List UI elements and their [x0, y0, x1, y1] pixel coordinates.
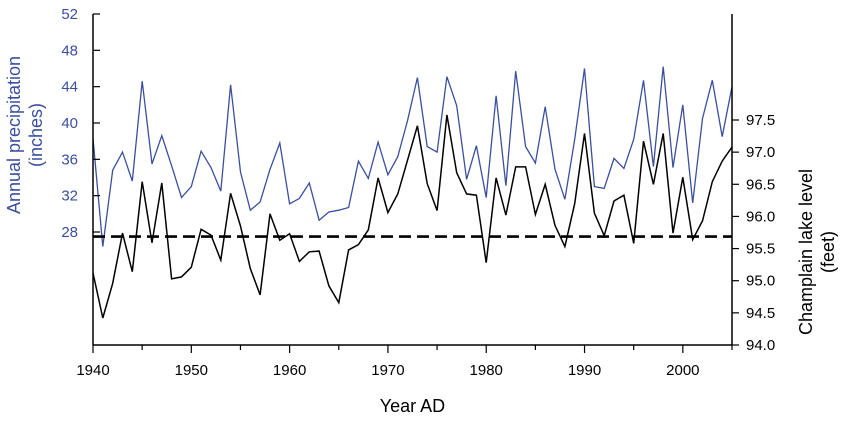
- x-axis-title: Year AD: [380, 396, 445, 416]
- y-left-axis-title: Annual precipitation (inches): [4, 56, 46, 214]
- x-tick-label: 1960: [273, 362, 306, 379]
- y-left-tick-label: 40: [61, 115, 78, 132]
- y-left-tick-label: 48: [61, 42, 78, 59]
- x-tick-label: 1990: [568, 362, 601, 379]
- y-right-axis-title-line: (feet): [818, 231, 838, 273]
- labels-layer: 28 32 36 40 44 48 52 94.0 94.5 95.0 95.5 96.0 96.5 97…: [4, 6, 838, 416]
- y-left-axis-title-line: (inches): [26, 103, 46, 167]
- y-right-axis-title: Champlain lake level (feet): [796, 169, 838, 335]
- y-right-tick-label: 94.0: [746, 337, 775, 354]
- y-right-tick-label: 97.0: [746, 144, 775, 161]
- y-right-tick-label: 95.5: [746, 241, 775, 258]
- y-left-tick-label: 28: [61, 224, 78, 241]
- x-tick-label: 1970: [371, 362, 404, 379]
- x-tick-label: 2000: [666, 362, 699, 379]
- precipitation-series-line: [93, 66, 732, 247]
- x-tick-label: 1950: [175, 362, 208, 379]
- x-tick-label: 1940: [76, 362, 109, 379]
- y-right-axis-title-line: Champlain lake level: [796, 169, 816, 335]
- y-left-tick-label: 36: [61, 151, 78, 168]
- series-layer: [93, 66, 732, 319]
- x-tick-label: 1980: [470, 362, 503, 379]
- y-right-tick-label: 95.0: [746, 273, 775, 290]
- lake-level-series-line: [93, 114, 732, 319]
- y-left-axis-title-line: Annual precipitation: [4, 56, 24, 214]
- axes-layer: [92, 13, 739, 353]
- y-right-tick-label: 96.0: [746, 208, 775, 225]
- y-right-tick-label: 96.5: [746, 176, 775, 193]
- y-left-tick-label: 44: [61, 79, 78, 96]
- y-left-tick-label: 32: [61, 188, 78, 205]
- y-right-tick-label: 97.5: [746, 112, 775, 129]
- y-left-tick-label: 52: [61, 6, 78, 23]
- y-right-tick-label: 94.5: [746, 305, 775, 322]
